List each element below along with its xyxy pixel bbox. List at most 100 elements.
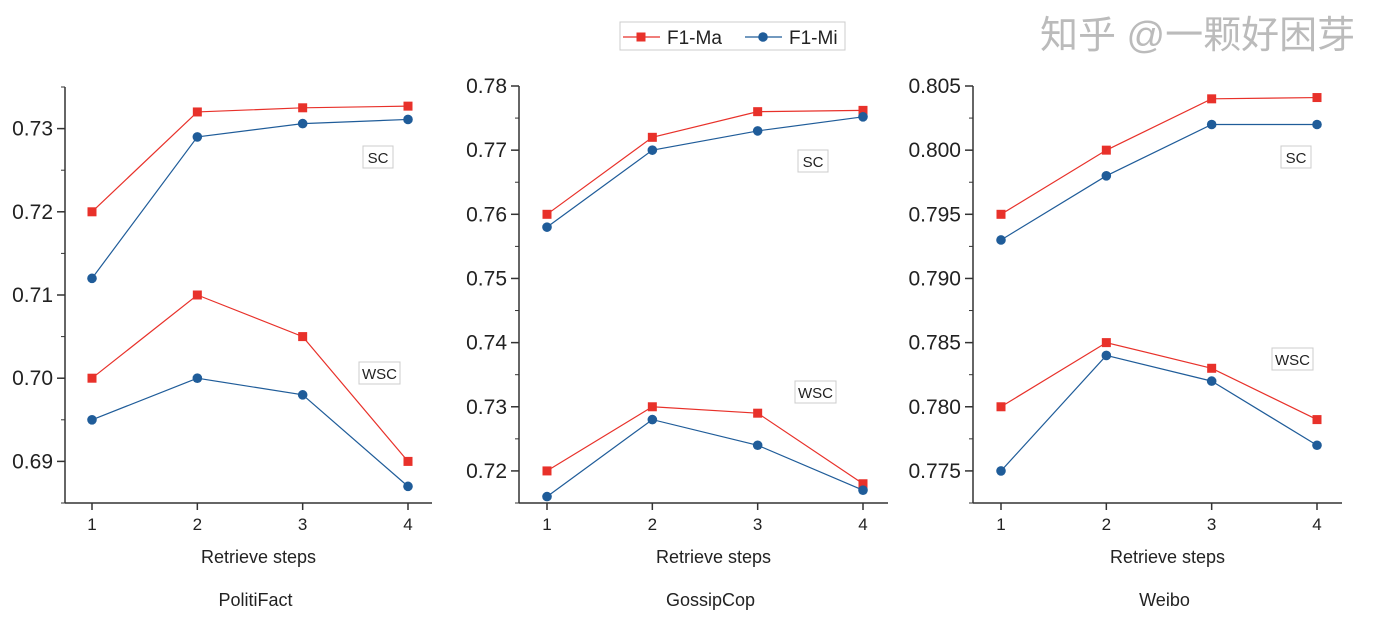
- y-tick-label: 0.76: [466, 203, 507, 226]
- series-line-f1-mi: [91, 377, 409, 487]
- square-marker: [1312, 415, 1322, 425]
- square-marker: [753, 408, 763, 418]
- square-marker: [996, 209, 1006, 219]
- legend-label: F1-Mi: [789, 28, 838, 49]
- square-marker: [1101, 145, 1111, 155]
- circle-marker: [1101, 171, 1112, 181]
- circle-marker: [1206, 119, 1217, 130]
- y-tick-label: 0.775: [908, 460, 961, 483]
- square-marker: [542, 209, 552, 219]
- x-tick-label: 3: [298, 515, 307, 534]
- y-tick-label: 0.790: [908, 267, 961, 290]
- circle-marker: [542, 222, 552, 232]
- square-marker: [403, 456, 413, 466]
- panel-gossipcop: 0.72 0.73 0.74 0.75 0.76 0.77 0.78 1 2 3 4 Retrieve…: [466, 75, 888, 610]
- x-tick-label: 1: [996, 515, 1005, 534]
- x-tick-label: 4: [1312, 515, 1321, 534]
- circle-marker: [1206, 376, 1217, 386]
- group-sc: SC: [542, 105, 868, 232]
- group-label: WSC: [362, 366, 397, 383]
- circle-marker: [1312, 119, 1322, 130]
- group-label-box: [1271, 347, 1314, 371]
- x-tick-label: 1: [87, 515, 96, 534]
- panel-weibo: 0.775 0.780 0.785 0.790 0.795 0.800 0.805 1 2 3 4 R…: [908, 75, 1342, 610]
- square-marker: [647, 132, 657, 142]
- x-axis-label: Retrieve steps: [656, 547, 771, 567]
- circle-marker: [996, 466, 1006, 476]
- y-tick-label: 0.785: [908, 332, 961, 355]
- square-marker: [1312, 93, 1322, 103]
- series-line-f1-mi: [546, 116, 864, 228]
- square-marker: [87, 373, 97, 383]
- legend-box: [619, 21, 846, 51]
- square-marker: [298, 332, 308, 342]
- x-tick-label: 3: [753, 515, 762, 534]
- group-label-box: [794, 380, 837, 404]
- legend: F1-Ma F1-Mi: [619, 21, 846, 51]
- square-marker: [858, 479, 868, 489]
- x-tick-label: 3: [1207, 515, 1216, 534]
- circle-marker: [996, 235, 1006, 245]
- square-marker: [403, 101, 413, 111]
- circle-marker: [858, 111, 868, 122]
- y-tick-label: 0.78: [466, 75, 507, 98]
- group-label-box: [358, 361, 401, 385]
- group-label: SC: [803, 154, 824, 171]
- series-line-f1-ma: [91, 294, 409, 462]
- circle-marker: [192, 132, 203, 142]
- circle-marker: [542, 491, 552, 502]
- square-marker: [996, 402, 1006, 412]
- y-tick-label: 0.77: [466, 139, 507, 162]
- circle-marker: [647, 414, 658, 425]
- panel-title: Weibo: [1139, 590, 1190, 610]
- series-line-f1-ma: [546, 406, 864, 485]
- y-tick-label: 0.800: [908, 139, 961, 162]
- y-tick-label: 0.70: [12, 367, 53, 390]
- circle-marker: [87, 415, 97, 425]
- y-tick-label: 0.805: [908, 75, 961, 98]
- x-axis-label: Retrieve steps: [201, 547, 316, 567]
- circle-marker: [752, 126, 763, 136]
- circle-marker: [752, 440, 763, 451]
- circle-marker: [297, 118, 308, 129]
- series-line-f1-ma: [546, 109, 864, 215]
- square-marker: [542, 466, 552, 476]
- group-wsc: WSC: [87, 290, 413, 492]
- series-line-f1-mi: [91, 118, 409, 279]
- series-line-f1-ma: [91, 105, 409, 213]
- y-tick-label: 0.780: [908, 396, 961, 419]
- series-line-f1-mi: [1000, 123, 1317, 241]
- group-label: SC: [368, 150, 389, 167]
- panel-title: PolitiFact: [218, 590, 292, 610]
- series-line-f1-ma: [1000, 96, 1318, 215]
- group-label-box: [362, 145, 394, 169]
- y-tick-label: 0.75: [466, 267, 507, 290]
- x-tick-label: 4: [858, 515, 867, 534]
- x-tick-label: 2: [1102, 515, 1111, 534]
- square-marker: [647, 402, 657, 412]
- square-marker: [753, 107, 763, 117]
- watermark-text: 知乎 @一颗好困芽: [1040, 15, 1355, 57]
- x-tick-label: 1: [542, 515, 551, 534]
- series-line-f1-mi: [546, 418, 864, 498]
- square-marker: [87, 207, 97, 217]
- x-axis-label: Retrieve steps: [1110, 547, 1225, 567]
- legend-marker: [636, 32, 646, 42]
- circle-marker: [1312, 440, 1322, 451]
- legend-label: F1-Ma: [667, 28, 722, 49]
- group-label: SC: [1286, 150, 1307, 167]
- x-tick-label: 4: [403, 515, 412, 534]
- circle-marker: [297, 390, 308, 400]
- square-marker: [1101, 338, 1111, 348]
- legend-marker: [758, 32, 768, 42]
- group-label-box: [797, 149, 829, 173]
- square-marker: [192, 107, 202, 117]
- square-marker: [858, 105, 868, 115]
- circle-marker: [403, 114, 413, 125]
- panel-title: GossipCop: [666, 590, 755, 610]
- panel-politifact: 0.69 0.70 0.71 0.72 0.73 1 2 3 4 Retrieve steps Po…: [12, 86, 432, 610]
- group-wsc: WSC: [996, 338, 1322, 476]
- y-tick-label: 0.74: [466, 332, 507, 355]
- circle-marker: [192, 373, 203, 384]
